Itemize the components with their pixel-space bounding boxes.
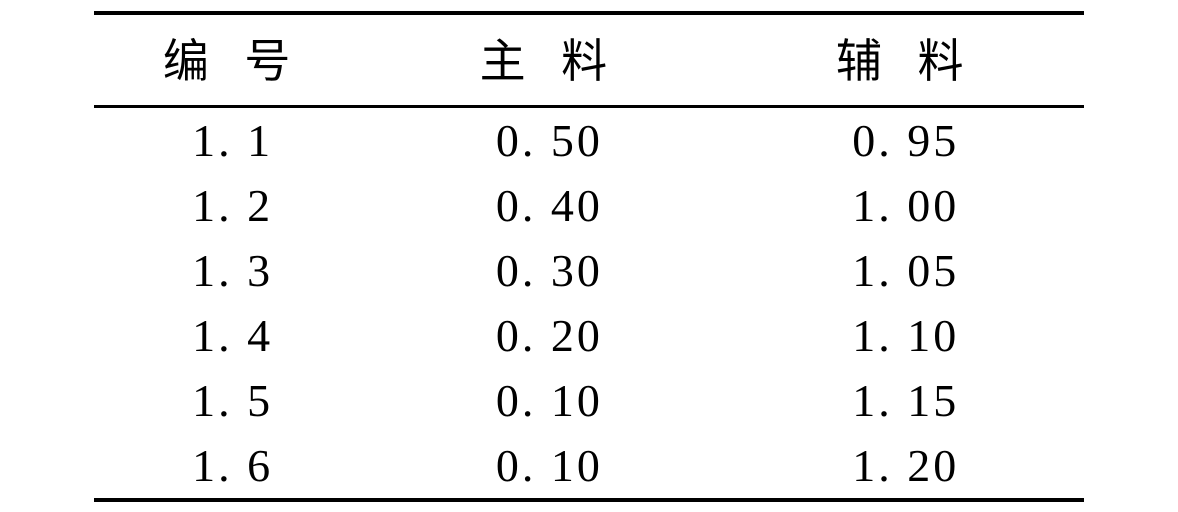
- table-row: 1. 3 0. 30 1. 05: [94, 238, 1084, 303]
- cell-aux: 0. 95: [728, 106, 1084, 173]
- table-row: 1. 1 0. 50 0. 95: [94, 106, 1084, 173]
- cell-aux: 1. 20: [728, 433, 1084, 500]
- cell-id: 1. 4: [94, 303, 371, 368]
- cell-main: 0. 40: [371, 173, 727, 238]
- data-table-container: 编 号 主 料 辅 料 1. 1 0. 50 0. 95 1. 2 0. 40 …: [64, 1, 1114, 512]
- cell-aux: 1. 15: [728, 368, 1084, 433]
- table-row: 1. 2 0. 40 1. 00: [94, 173, 1084, 238]
- table-row: 1. 6 0. 10 1. 20: [94, 433, 1084, 500]
- data-table: 编 号 主 料 辅 料 1. 1 0. 50 0. 95 1. 2 0. 40 …: [94, 11, 1084, 502]
- cell-main: 0. 10: [371, 368, 727, 433]
- col-header-main: 主 料: [371, 13, 727, 107]
- cell-main: 0. 30: [371, 238, 727, 303]
- table-row: 1. 5 0. 10 1. 15: [94, 368, 1084, 433]
- table-row: 1. 4 0. 20 1. 10: [94, 303, 1084, 368]
- col-header-aux: 辅 料: [728, 13, 1084, 107]
- cell-id: 1. 3: [94, 238, 371, 303]
- cell-id: 1. 5: [94, 368, 371, 433]
- cell-id: 1. 1: [94, 106, 371, 173]
- cell-main: 0. 20: [371, 303, 727, 368]
- cell-aux: 1. 00: [728, 173, 1084, 238]
- cell-id: 1. 6: [94, 433, 371, 500]
- cell-aux: 1. 05: [728, 238, 1084, 303]
- cell-main: 0. 10: [371, 433, 727, 500]
- cell-main: 0. 50: [371, 106, 727, 173]
- cell-id: 1. 2: [94, 173, 371, 238]
- table-header-row: 编 号 主 料 辅 料: [94, 13, 1084, 107]
- col-header-id: 编 号: [94, 13, 371, 107]
- cell-aux: 1. 10: [728, 303, 1084, 368]
